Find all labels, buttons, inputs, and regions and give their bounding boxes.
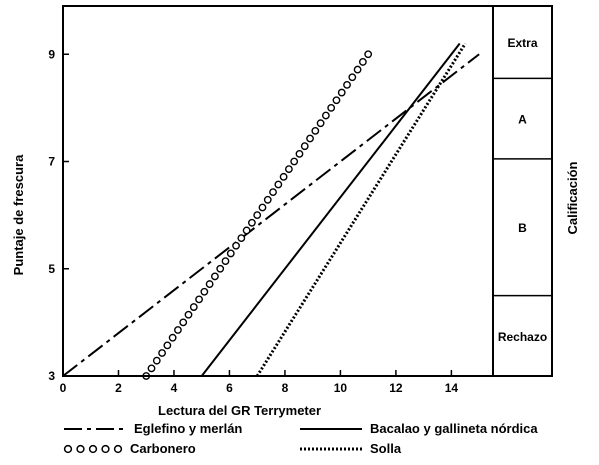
series-solla-line — [255, 42, 467, 377]
axes-layer — [62, 5, 553, 377]
series-carbonero-point — [253, 211, 262, 220]
series-carbonero-point — [258, 203, 267, 212]
ticks-layer: 0 2 4 6 8 10 12 14 3 5 7 9 — [48, 47, 458, 395]
series-carbonero-point — [221, 257, 230, 265]
series-carbonero-point — [269, 188, 277, 197]
legend-eglefino-y-merlan-label: Eglefino y merlán — [134, 421, 242, 436]
series-carbonero-point — [189, 303, 198, 311]
x-tick-label: 12 — [389, 381, 403, 395]
series-carbonero-point — [332, 96, 341, 105]
series-carbonero-point — [343, 81, 351, 89]
x-tick-label: 4 — [171, 381, 178, 395]
series-carbonero-point — [226, 249, 235, 258]
legend-carbonero-swatch — [113, 444, 123, 454]
x-axis-title: Lectura del GR Terrymeter — [158, 403, 321, 418]
plot-frame — [62, 5, 494, 377]
series-carbonero-point — [195, 295, 203, 304]
grade-bands: Extra A B Rechazo — [493, 36, 552, 344]
series-carbonero-point — [263, 195, 272, 204]
x-tick-label: 8 — [282, 381, 289, 395]
y-tick-label: 3 — [48, 369, 55, 383]
legend-carbonero-label: Carbonero — [130, 441, 196, 456]
y-axis-title: Puntaje de frescura — [11, 154, 26, 275]
x-tick-label: 14 — [445, 381, 459, 395]
series-carbonero-point — [358, 58, 367, 66]
series-carbonero-point — [290, 157, 299, 166]
series-carbonero-point — [348, 73, 357, 82]
grade-label-b: B — [518, 221, 527, 235]
x-tick-label: 0 — [60, 381, 67, 395]
series-carbonero-point — [353, 65, 362, 74]
series-carbonero-point — [168, 333, 177, 342]
legend-carbonero-swatch — [101, 444, 110, 454]
series-carbonero-point — [152, 356, 161, 365]
series-carbonero-point — [295, 149, 304, 158]
series-carbonero-point — [184, 310, 193, 319]
series-carbonero-point — [232, 241, 240, 250]
x-tick-label: 10 — [334, 381, 348, 395]
grade-label-rechazo: Rechazo — [498, 330, 547, 344]
series-eglefino-y-merlan-line — [62, 53, 480, 377]
legend-carbonero-swatch — [76, 444, 85, 454]
y-tick-label: 9 — [48, 47, 55, 61]
series-carbonero-point — [211, 272, 219, 281]
series-carbonero-point — [179, 318, 188, 327]
series-carbonero-point — [364, 50, 373, 59]
series-carbonero-point — [300, 142, 309, 151]
series-carbonero-point — [147, 364, 156, 373]
grade-axis-title: Calificación — [565, 161, 580, 234]
series-layer — [62, 42, 480, 380]
series-carbonero-point — [311, 126, 320, 135]
series-carbonero-point — [306, 134, 314, 143]
series-carbonero-point — [327, 103, 336, 112]
y-tick-label: 7 — [48, 155, 55, 169]
legend-solla-label: Solla — [370, 441, 402, 456]
y-tick-label: 5 — [48, 262, 55, 276]
series-bacalao-y-gallineta-nordica-line — [200, 42, 461, 377]
legend-carbonero-swatch — [63, 444, 73, 454]
series-carbonero-point — [279, 172, 288, 181]
x-tick-label: 2 — [115, 381, 122, 395]
series-carbonero-point — [216, 264, 225, 273]
series-carbonero-point — [284, 165, 293, 174]
grade-label-a: A — [518, 113, 527, 127]
grade-panel-frame — [492, 5, 553, 377]
series-carbonero-point — [337, 88, 346, 97]
legend: Eglefino y merlán Bacalao y gallineta nór… — [63, 421, 538, 456]
series-carbonero-point — [274, 180, 283, 189]
series-carbonero-point — [174, 326, 182, 334]
series-carbonero-point — [158, 349, 166, 357]
grade-label-extra: Extra — [507, 36, 537, 50]
series-carbonero-point — [237, 234, 246, 243]
series-carbonero-point — [200, 287, 209, 296]
legend-bacalao-y-gallineta-nordica-label: Bacalao y gallineta nórdica — [370, 421, 538, 436]
series-carbonero-point — [248, 218, 256, 227]
legend-carbonero-swatch — [88, 444, 98, 454]
series-carbonero-point — [321, 111, 330, 120]
series-carbonero-point — [163, 341, 172, 350]
series-carbonero-point — [205, 280, 214, 288]
series-carbonero-point — [242, 226, 251, 235]
series-carbonero-point — [316, 119, 325, 128]
x-tick-label: 6 — [226, 381, 233, 395]
